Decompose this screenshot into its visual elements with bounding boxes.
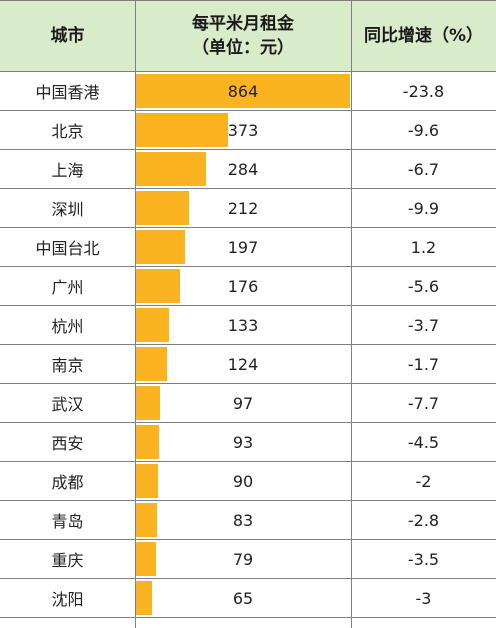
rent-bar <box>136 74 350 108</box>
city-cell: 重庆 <box>51 551 84 570</box>
city-cell: 北京 <box>51 122 84 141</box>
table-row: 杭州 133 -3.7 <box>0 306 496 345</box>
rent-value: 83 <box>232 510 254 530</box>
rent-bar <box>136 464 158 498</box>
growth-cell: -2.8 <box>407 510 440 530</box>
rent-value: 176 <box>227 276 259 296</box>
city-cell: 杭州 <box>51 317 84 336</box>
table-row: 青岛 83 -2.8 <box>0 501 496 540</box>
growth-cell: -5.6 <box>407 276 440 296</box>
rent-bar <box>136 581 152 615</box>
rent-cell: 212 <box>135 189 351 227</box>
rent-cell: 124 <box>135 345 351 383</box>
header-city-label: 城市 <box>50 26 85 46</box>
header-rent-line1: 每平米月租金 <box>192 14 294 34</box>
growth-cell: -9.6 <box>407 120 440 140</box>
rent-bar <box>136 191 189 225</box>
rent-bar <box>136 347 167 381</box>
city-cell: 沈阳 <box>51 590 84 609</box>
growth-cell: -9.9 <box>407 198 440 218</box>
rent-cell: 65 <box>135 579 351 617</box>
header-growth-label: 同比增速（%） <box>363 26 484 46</box>
rent-bar <box>136 542 156 576</box>
rent-bar <box>136 425 159 459</box>
table-row: 武汉 97 -7.7 <box>0 384 496 423</box>
rent-value: 197 <box>227 237 259 257</box>
table-row: 中国台北 197 1.2 <box>0 228 496 267</box>
table-row: 广州 176 -5.6 <box>0 267 496 306</box>
growth-cell: -7.7 <box>407 393 440 413</box>
column-divider <box>135 0 136 628</box>
rent-cell: 284 <box>135 150 351 188</box>
city-cell: 武汉 <box>51 395 84 414</box>
growth-cell: -6.7 <box>407 159 440 179</box>
growth-cell: 1.2 <box>410 237 437 257</box>
city-cell: 南京 <box>51 356 84 375</box>
table-row: 沈阳 65 -3 <box>0 579 496 618</box>
rent-bar <box>136 113 228 147</box>
rent-cell: 83 <box>135 501 351 539</box>
growth-cell: -3.5 <box>407 549 440 569</box>
rent-cell: 133 <box>135 306 351 344</box>
rent-cell: 373 <box>135 111 351 149</box>
rent-bar <box>136 386 160 420</box>
rent-cell: 864 <box>135 72 351 110</box>
growth-cell: -4.5 <box>407 432 440 452</box>
rent-value: 864 <box>227 81 259 101</box>
rent-cell: 93 <box>135 423 351 461</box>
table-row: 中国香港 864 -23.8 <box>0 72 496 111</box>
city-cell: 广州 <box>51 278 84 297</box>
header-rent-line2: （单位：元） <box>192 38 294 58</box>
growth-cell: -23.8 <box>402 81 445 101</box>
growth-cell: -2 <box>415 471 432 491</box>
rent-value: 90 <box>232 471 254 491</box>
rent-value: 373 <box>227 120 259 140</box>
rent-value: 124 <box>227 354 259 374</box>
city-cell: 西安 <box>51 434 84 453</box>
growth-cell: -3 <box>415 588 432 608</box>
table-row: 南京 124 -1.7 <box>0 345 496 384</box>
table-row: 重庆 79 -3.5 <box>0 540 496 579</box>
city-cell: 中国台北 <box>35 239 100 258</box>
table-row: 成都 90 -2 <box>0 462 496 501</box>
table-header: 城市 每平米月租金 （单位：元） 同比增速（%） <box>0 0 496 72</box>
city-cell: 青岛 <box>51 512 84 531</box>
rent-value: 65 <box>232 588 254 608</box>
rent-value: 93 <box>232 432 254 452</box>
header-city: 城市 <box>0 1 135 71</box>
rent-bar <box>136 503 157 537</box>
rent-value: 79 <box>232 549 254 569</box>
rent-bar <box>136 308 169 342</box>
header-rent: 每平米月租金 （单位：元） <box>135 1 351 71</box>
city-cell: 中国香港 <box>35 83 100 102</box>
rent-bar <box>136 269 180 303</box>
rent-bar <box>136 230 185 264</box>
rent-cell: 97 <box>135 384 351 422</box>
rent-cell: 90 <box>135 462 351 500</box>
rent-cell: 197 <box>135 228 351 266</box>
table-row: 上海 284 -6.7 <box>0 150 496 189</box>
rent-value: 284 <box>227 159 259 179</box>
column-divider <box>351 0 352 628</box>
city-cell: 深圳 <box>51 200 84 219</box>
table-row: 北京 373 -9.6 <box>0 111 496 150</box>
rent-value: 133 <box>227 315 259 335</box>
rent-cell: 176 <box>135 267 351 305</box>
rent-value: 97 <box>232 393 254 413</box>
rent-bar <box>136 152 206 186</box>
rent-cell: 79 <box>135 540 351 578</box>
city-cell: 上海 <box>51 161 84 180</box>
growth-cell: -1.7 <box>407 354 440 374</box>
rent-value: 212 <box>227 198 259 218</box>
header-growth: 同比增速（%） <box>351 1 496 71</box>
growth-cell: -3.7 <box>407 315 440 335</box>
table-row: 西安 93 -4.5 <box>0 423 496 462</box>
city-cell: 成都 <box>51 473 84 492</box>
table-row: 深圳 212 -9.9 <box>0 189 496 228</box>
